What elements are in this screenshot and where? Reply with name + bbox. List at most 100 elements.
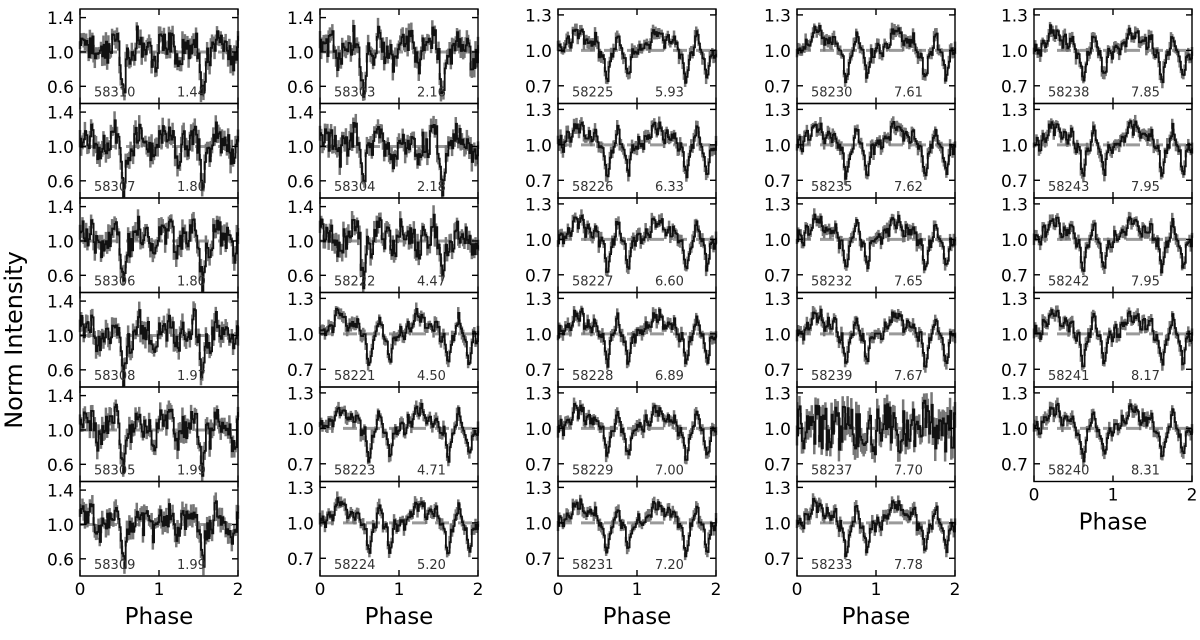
panel-value-label: 5.20 xyxy=(417,558,446,573)
pulse-panel: 0.7 1.0 1.3 58229 7.00 xyxy=(525,384,718,483)
pulse-panel: 0.6 1.0 1.4 58307 1.80 xyxy=(47,102,240,199)
y-tick-label: 1.0 xyxy=(1001,231,1028,251)
panel-column: 0.7 1.0 1.3 58230 7.61 0.7 1.0 1.3 58235 7.62 0.7 1… xyxy=(764,6,960,630)
panel-mjd-label: 58221 xyxy=(334,369,375,384)
y-tick-label: 1.3 xyxy=(287,479,314,499)
panel-value-label: 4.47 xyxy=(417,275,446,290)
profile-trace xyxy=(1034,216,1193,274)
y-tick-label: 1.3 xyxy=(1001,384,1028,404)
panel-mjd-label: 58222 xyxy=(334,275,375,290)
profile-trace xyxy=(797,213,956,271)
y-tick-label: 0.6 xyxy=(47,456,74,476)
pulse-panel: 0.7 1.0 1.3 58238 7.85 xyxy=(1001,6,1194,105)
y-tick-label: 1.0 xyxy=(47,232,74,252)
panel-column: 0.7 1.0 1.3 58238 7.85 0.7 1.0 1.3 58243 7.95 0.7 1… xyxy=(1001,6,1197,535)
y-tick-label: 1.3 xyxy=(525,384,552,404)
y-tick-label: 1.4 xyxy=(47,104,74,124)
panel-value-label: 7.70 xyxy=(894,464,923,479)
panel-value-label: 4.71 xyxy=(417,464,446,479)
y-tick-label: 1.0 xyxy=(47,516,74,536)
y-tick-label: 0.6 xyxy=(47,267,74,287)
panel-value-label: 8.31 xyxy=(1131,464,1160,479)
panel-mjd-label: 58223 xyxy=(334,464,375,479)
profile-trace xyxy=(320,402,479,463)
y-tick-label: 1.3 xyxy=(525,479,552,499)
panel-column: 0.6 1.0 1.4 58310 1.44 0.6 1.0 1.4 58307 1.80 0.6 1… xyxy=(47,8,243,630)
x-axis-label: Phase xyxy=(603,604,672,630)
panel-mjd-label: 58305 xyxy=(94,464,135,479)
y-tick-label: 1.0 xyxy=(525,231,552,251)
y-tick-label: 1.3 xyxy=(764,479,791,499)
y-tick-label: 1.0 xyxy=(287,325,314,345)
y-tick-label: 1.0 xyxy=(287,43,314,63)
y-tick-label: 1.0 xyxy=(287,420,314,440)
panel-value-label: 8.17 xyxy=(1131,369,1160,384)
panel-mjd-label: 58240 xyxy=(1048,464,1089,479)
y-tick-label: 0.7 xyxy=(1001,172,1028,192)
y-tick-label: 0.7 xyxy=(525,77,552,97)
panel-mjd-label: 58243 xyxy=(1048,180,1089,195)
y-tick-label: 1.3 xyxy=(1001,195,1028,215)
y-tick-label: 1.3 xyxy=(1001,290,1028,310)
profile-trace xyxy=(320,25,479,98)
panel-value-label: 7.61 xyxy=(894,86,923,101)
y-tick-label: 1.0 xyxy=(525,325,552,345)
y-tick-label: 1.3 xyxy=(1001,101,1028,121)
profile-trace xyxy=(558,498,717,558)
panel-mjd-label: 58239 xyxy=(811,369,852,384)
pulse-panel: 0.6 1.0 1.4 58306 1.80 xyxy=(47,197,240,294)
panel-mjd-label: 58230 xyxy=(811,86,852,101)
y-tick-label: 1.4 xyxy=(287,104,314,124)
pulse-panel: 0.7 1.0 1.3 58243 7.95 xyxy=(1001,101,1194,199)
y-tick-label: 1.0 xyxy=(1001,42,1028,62)
y-tick-label: 1.4 xyxy=(287,198,314,218)
panel-mjd-label: 58232 xyxy=(811,275,852,290)
panel-mjd-label: 58231 xyxy=(572,558,613,573)
y-tick-label: 0.6 xyxy=(287,78,314,98)
pulse-panel: 0.7 1.0 1.3 58233 7.78 0 1 2 Phase xyxy=(764,479,960,630)
pulse-panel: 0.7 1.0 1.3 58230 7.61 xyxy=(764,6,957,105)
y-tick-label: 1.3 xyxy=(764,290,791,310)
panel-mjd-label: 58224 xyxy=(334,558,375,573)
panel-value-label: 7.62 xyxy=(894,180,923,195)
pulse-panel: 0.6 1.0 1.4 58304 2.18 xyxy=(287,102,480,199)
y-tick-label: 0.7 xyxy=(764,455,791,475)
panel-mjd-label: 58226 xyxy=(572,180,613,195)
y-tick-label: 0.7 xyxy=(1001,266,1028,286)
y-tick-label: 0.6 xyxy=(47,361,74,381)
profile-trace xyxy=(1034,402,1193,463)
pulse-panel: 0.6 1.0 1.4 58309 1.99 0 1 2 Phase xyxy=(47,480,243,630)
panel-mjd-label: 58306 xyxy=(94,275,135,290)
y-tick-label: 1.0 xyxy=(47,138,74,158)
profile-trace xyxy=(797,121,956,180)
profile-trace xyxy=(1034,24,1193,84)
profile-trace xyxy=(797,25,956,84)
y-tick-label: 1.0 xyxy=(47,43,74,63)
panel-mjd-label: 58228 xyxy=(572,369,613,384)
profile-trace xyxy=(1034,309,1193,368)
x-tick-label: 1 xyxy=(154,580,165,600)
pulse-panel: 0.7 1.0 1.3 58223 4.71 xyxy=(287,384,480,483)
panel-value-label: 1.80 xyxy=(177,275,206,290)
y-tick-label: 1.0 xyxy=(764,136,791,156)
profile-trace xyxy=(797,308,956,368)
y-tick-label: 0.7 xyxy=(525,172,552,192)
pulse-panel: 0.7 1.0 1.3 58232 7.65 xyxy=(764,195,957,294)
panel-mjd-label: 58227 xyxy=(572,275,613,290)
profile-trace xyxy=(558,403,717,461)
y-tick-label: 0.7 xyxy=(764,550,791,570)
panel-value-label: 1.80 xyxy=(177,180,206,195)
panel-mjd-label: 58229 xyxy=(572,464,613,479)
y-tick-label: 1.4 xyxy=(287,9,314,29)
x-tick-label: 0 xyxy=(75,580,86,600)
pulse-panel: 0.7 1.0 1.3 58242 7.95 xyxy=(1001,195,1194,294)
y-tick-label: 1.0 xyxy=(1001,325,1028,345)
y-tick-label: 0.7 xyxy=(525,550,552,570)
panel-value-label: 7.67 xyxy=(894,369,923,384)
profile-trace xyxy=(320,213,479,290)
y-tick-label: 1.3 xyxy=(525,101,552,121)
panel-mjd-label: 58233 xyxy=(811,558,852,573)
panel-mjd-label: 58310 xyxy=(94,86,135,101)
panel-mjd-label: 58242 xyxy=(1048,275,1089,290)
y-tick-label: 1.0 xyxy=(525,42,552,62)
